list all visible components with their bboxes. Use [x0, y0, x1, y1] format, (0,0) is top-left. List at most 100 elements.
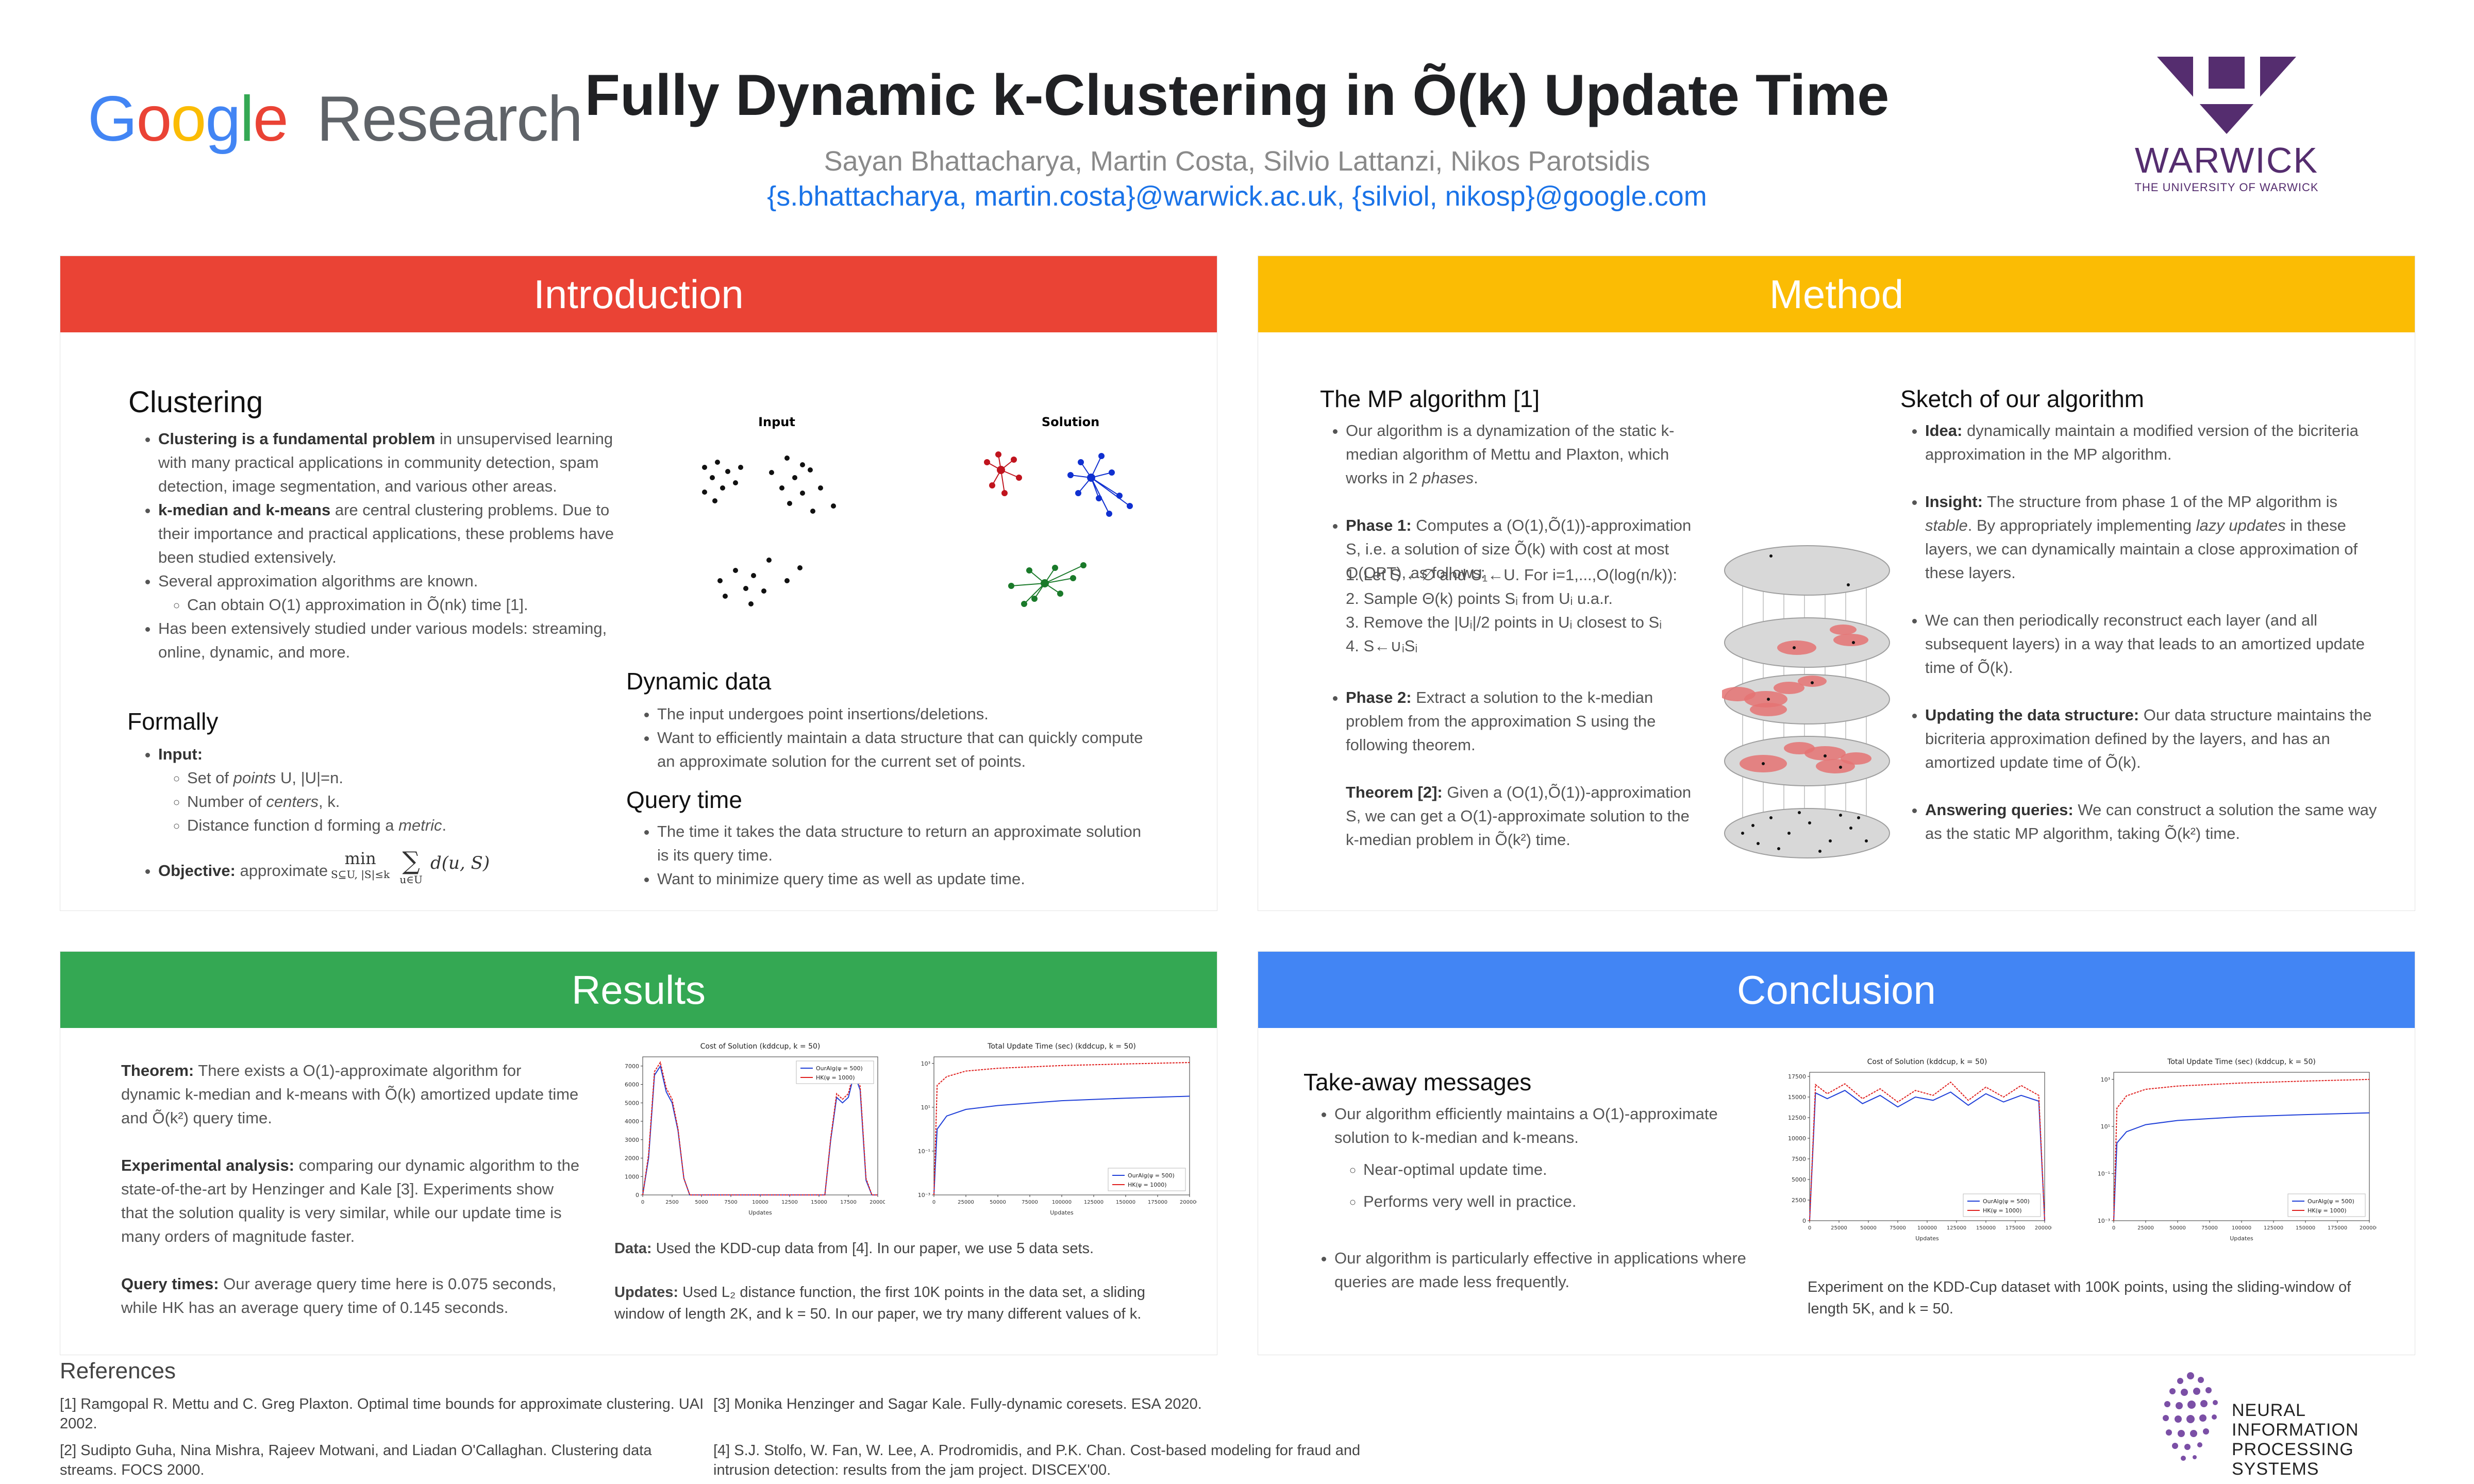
- y-tick-label: 10⁻¹: [2098, 1171, 2110, 1177]
- neurips-dots-icon: [2163, 1372, 2218, 1461]
- y-tick-label: 2500: [1792, 1197, 1806, 1204]
- list-item: Want to efficiently maintain a data stru…: [657, 726, 1147, 773]
- x-tick-label: 20000: [870, 1200, 885, 1205]
- series-line-1: [2113, 1078, 2370, 1221]
- list-item: Near-optimal update time.: [1363, 1158, 1752, 1182]
- x-tick-label: 25000: [2137, 1225, 2154, 1231]
- neurips-line-2: PROCESSING SYSTEMS: [2232, 1440, 2354, 1479]
- x-tick-label: 25000: [1831, 1225, 1847, 1231]
- y-tick-label: 10¹: [921, 1104, 930, 1111]
- y-tick-label: 17500: [1788, 1073, 1806, 1080]
- take-away-bullets: Our algorithm efficiently maintains a O(…: [1303, 1102, 1752, 1294]
- x-tick-label: 12500: [781, 1200, 798, 1205]
- list-item: Our algorithm is particularly effective …: [1334, 1246, 1752, 1294]
- warwick-subtitle: THE UNIVERSITY OF WARWICK: [2134, 181, 2319, 194]
- query-time-heading: Query time: [626, 786, 742, 813]
- method-panel: Method The MP algorithm [1] Our algorith…: [1258, 256, 2415, 911]
- figure-solution-label: Solution: [1042, 415, 1099, 429]
- solution-green-cluster: [1008, 562, 1086, 607]
- list-item: Phase 1: Computes a (O(1),Õ(1))-approxim…: [1346, 514, 1707, 585]
- list-item: Several approximation algorithms are kno…: [158, 569, 643, 617]
- introduction-panel: Introduction Clustering Clustering is a …: [60, 256, 1217, 911]
- clustering-figure: Input Solution: [702, 415, 1133, 607]
- x-tick-label: 15000: [811, 1200, 827, 1205]
- x-tick-label: 10000: [752, 1200, 768, 1205]
- x-tick-label: 75000: [1890, 1225, 1906, 1231]
- clustering-heading: Clustering: [128, 385, 263, 419]
- chart-title: Cost of Solution (kddcup, k = 50): [700, 1042, 821, 1051]
- y-tick-label: 4000: [625, 1118, 639, 1125]
- y-tick-label: 10³: [921, 1060, 930, 1067]
- x-tick-label: 7500: [724, 1200, 737, 1205]
- list-item: The input undergoes point insertions/del…: [657, 702, 1147, 726]
- x-tick-label: 50000: [990, 1200, 1006, 1205]
- legend-box: [796, 1060, 874, 1084]
- y-tick-label: 2000: [625, 1155, 639, 1162]
- theorem-2: Theorem [2]: Given a (O(1),Õ(1))-approxi…: [1346, 783, 1692, 849]
- introduction-header: Introduction: [60, 256, 1217, 332]
- list-item: Input: Set of points U, |U|=n. Number of…: [158, 743, 643, 837]
- legend-label: HK(ψ = 1000): [1128, 1182, 1167, 1188]
- y-tick-label: 3000: [625, 1137, 639, 1143]
- reference-2: [2] Sudipto Guha, Nina Mishra, Rajeev Mo…: [60, 1442, 652, 1478]
- step-3: 3. Remove the |Uᵢ|/2 points in Uᵢ closes…: [1346, 613, 1662, 631]
- solution-red-cluster: [984, 451, 1022, 496]
- results-data-note: Data: Used the KDD-cup data from [4]. In…: [614, 1240, 1094, 1257]
- y-tick-label: 15000: [1788, 1094, 1806, 1101]
- x-tick-label: 25000: [958, 1200, 974, 1205]
- author-emails[interactable]: {s.bhattacharya, martin.costa}@warwick.a…: [767, 181, 1707, 212]
- results-header: Results: [60, 952, 1217, 1028]
- x-axis-label: Updates: [2230, 1235, 2253, 1242]
- warwick-logo: WARWICK THE UNIVERSITY OF WARWICK: [2124, 57, 2330, 194]
- list-item: Insight: The structure from phase 1 of t…: [1925, 490, 2379, 585]
- google-logo: Google: [88, 83, 289, 155]
- x-tick-label: 175000: [2005, 1225, 2025, 1231]
- results-experimental: Experimental analysis: comparing our dyn…: [121, 1156, 580, 1245]
- x-tick-label: 125000: [1947, 1225, 1966, 1231]
- y-tick-label: 10000: [1788, 1135, 1806, 1142]
- x-tick-label: 150000: [1976, 1225, 1996, 1231]
- results-panel: Results Theorem: There exists a O(1)-app…: [60, 951, 1217, 1355]
- layers-figure: [1722, 545, 1890, 858]
- step-1: 1. Let S ←∅ and U₁←U. For i=1,...,O(log(…: [1346, 566, 1678, 584]
- neurips-logo: NEURAL INFORMATION PROCESSING SYSTEMS: [2154, 1365, 2422, 1479]
- clustering-bullets: Clustering is a fundamental problem in u…: [127, 427, 643, 664]
- x-tick-label: 200000: [1180, 1200, 1197, 1205]
- x-tick-label: 75000: [1022, 1200, 1038, 1205]
- dynamic-data-heading: Dynamic data: [626, 668, 772, 695]
- list-item: Has been extensively studied under vario…: [158, 617, 643, 664]
- list-item: Our algorithm is a dynamization of the s…: [1346, 419, 1707, 490]
- chart-title: Total Update Time (sec) (kddcup, k = 50): [2167, 1058, 2316, 1066]
- list-item: Objective: approximate: [158, 859, 643, 883]
- google-research-logo: Google Research: [88, 82, 583, 156]
- authors: Sayan Bhattacharya, Martin Costa, Silvio…: [824, 146, 1650, 177]
- x-tick-label: 100000: [2232, 1225, 2251, 1231]
- list-item: Distance function d forming a metric.: [187, 814, 643, 837]
- legend-label: HK(ψ = 1000): [1983, 1207, 2022, 1214]
- y-tick-label: 10¹: [2101, 1123, 2110, 1130]
- legend-label: OurAlg(ψ = 500): [1128, 1172, 1175, 1179]
- list-item: We can then periodically reconstruct eac…: [1925, 609, 2379, 680]
- chart-title: Cost of Solution (kddcup, k = 50): [1867, 1058, 1987, 1066]
- warwick-w-icon: [2157, 57, 2296, 134]
- legend-label: OurAlg(ψ = 500): [816, 1065, 863, 1072]
- legend-box: [1963, 1193, 2041, 1217]
- x-tick-label: 175000: [2328, 1225, 2347, 1231]
- legend-label: OurAlg(ψ = 500): [1983, 1198, 2030, 1205]
- x-tick-label: 175000: [1148, 1200, 1167, 1205]
- x-axis-label: Updates: [1050, 1209, 1074, 1216]
- x-tick-label: 0: [641, 1200, 644, 1205]
- results-updates-note: Updates: Used L₂ distance function, the …: [614, 1284, 1146, 1322]
- series-line-0: [933, 1095, 1190, 1195]
- figure-input-label: Input: [758, 415, 795, 429]
- x-tick-label: 75000: [2201, 1225, 2218, 1231]
- conclusion-panel: Conclusion Take-away messages Our algori…: [1258, 951, 2415, 1355]
- list-item: The time it takes the data structure to …: [657, 820, 1147, 867]
- query-time-bullets: The time it takes the data structure to …: [626, 820, 1147, 891]
- reference-3: [3] Monika Henzinger and Sagar Kale. Ful…: [713, 1396, 1202, 1412]
- warwick-wordmark: WARWICK: [2134, 140, 2319, 180]
- list-item: Can obtain O(1) approximation in Õ(nk) t…: [187, 593, 643, 617]
- x-axis-label: Updates: [1915, 1235, 1939, 1242]
- references-heading: References: [60, 1358, 176, 1384]
- solution-blue-cluster: [1067, 453, 1133, 517]
